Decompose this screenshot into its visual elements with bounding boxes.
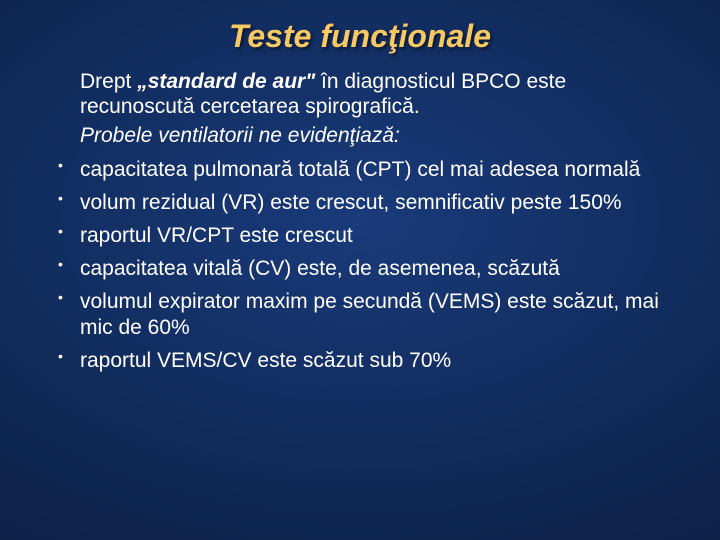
- slide: Teste funcţionale Drept „standard de aur…: [0, 0, 720, 540]
- list-item: capacitatea pulmonară totală (CPT) cel m…: [80, 153, 674, 186]
- slide-title-container: Teste funcţionale: [0, 0, 720, 65]
- intro-paragraph: Drept „standard de aur" în diagnosticul …: [80, 69, 674, 119]
- list-item: capacitatea vitală (CV) este, de asemene…: [80, 252, 674, 285]
- list-item: raportul VEMS/CV este scăzut sub 70%: [80, 344, 674, 377]
- slide-body: Drept „standard de aur" în diagnosticul …: [0, 69, 720, 377]
- list-item: volumul expirator maxim pe secundă (VEMS…: [80, 285, 674, 343]
- bullet-list: capacitatea pulmonară totală (CPT) cel m…: [80, 153, 674, 377]
- intro-emphasis: „standard de aur": [137, 70, 315, 93]
- subheading: Probele ventilatorii ne evidenţiază:: [80, 123, 674, 148]
- list-item: volum rezidual (VR) este crescut, semnif…: [80, 186, 674, 219]
- list-item: raportul VR/CPT este crescut: [80, 219, 674, 252]
- intro-prefix: Drept: [80, 70, 137, 93]
- slide-title: Teste funcţionale: [229, 18, 491, 54]
